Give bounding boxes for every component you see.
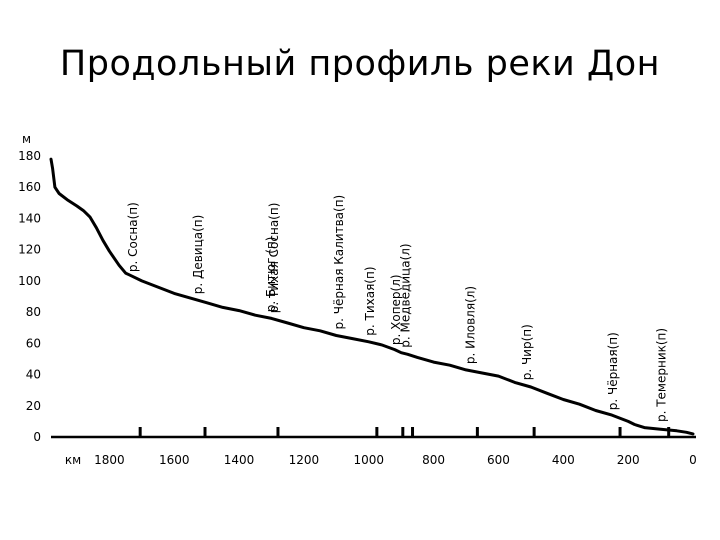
y-tick-label: 40 — [26, 368, 41, 382]
x-tick-label: 200 — [617, 453, 640, 467]
tributary-label: р. Хопер(л) — [389, 274, 403, 345]
x-tick-labels: 1800 1600 1400 1200 1000 800 600 400 200 0 — [94, 453, 697, 467]
y-tick-label: 180 — [18, 149, 41, 163]
tributary-label: р. Сосна(п) — [126, 202, 140, 272]
y-tick-label: 100 — [18, 274, 41, 288]
x-tick-label: 1200 — [289, 453, 320, 467]
tributary-label: р. Чёрная Калитва(п) — [332, 195, 346, 330]
tributary-label: р. Девица(п) — [191, 215, 205, 295]
y-axis-unit: м — [22, 132, 31, 146]
y-tick-label: 120 — [18, 243, 41, 257]
river-profile-line — [49, 157, 695, 436]
x-tick-label: 1800 — [94, 453, 125, 467]
y-tick-label: 160 — [18, 180, 41, 194]
y-tick-label: 80 — [26, 305, 41, 319]
y-tick-label: 0 — [33, 430, 41, 444]
x-tick-label: 600 — [487, 453, 510, 467]
x-axis-unit: км — [65, 453, 81, 467]
tributary-label: р. Тихая Сосна(п) — [267, 203, 281, 314]
x-tick-label: 1000 — [353, 453, 384, 467]
tributary-label: р. Иловля(л) — [463, 286, 477, 364]
tributary-markers — [138, 427, 671, 437]
y-tick-label: 60 — [26, 336, 41, 350]
slide-title: Продольный профиль реки Дон — [59, 44, 661, 84]
x-tick-label: 1400 — [224, 453, 255, 467]
tributary-label: р. Битюг (п) — [264, 237, 278, 313]
tributary-label: р. Чёрная(п) — [606, 332, 620, 410]
tributary-label: р. Темерник(п) — [655, 328, 669, 422]
x-tick-label: 800 — [422, 453, 445, 467]
y-tick-label: 140 — [18, 211, 41, 225]
x-tick-label: 1600 — [159, 453, 190, 467]
y-tick-labels: 0 20 40 60 80 100 120 140 160 180 — [18, 149, 41, 444]
x-tick-label: 0 — [689, 453, 697, 467]
tributary-labels: р. Сосна(п) р. Девица(п) р. Тихая Сосна(п)… — [126, 195, 668, 422]
tributary-label: р. Медведица(л) — [399, 243, 413, 347]
y-tick-label: 20 — [26, 399, 41, 413]
tributary-label: р. Чир(п) — [520, 324, 534, 380]
tributary-label: р. Тихая(п) — [363, 266, 377, 335]
x-tick-label: 400 — [552, 453, 575, 467]
